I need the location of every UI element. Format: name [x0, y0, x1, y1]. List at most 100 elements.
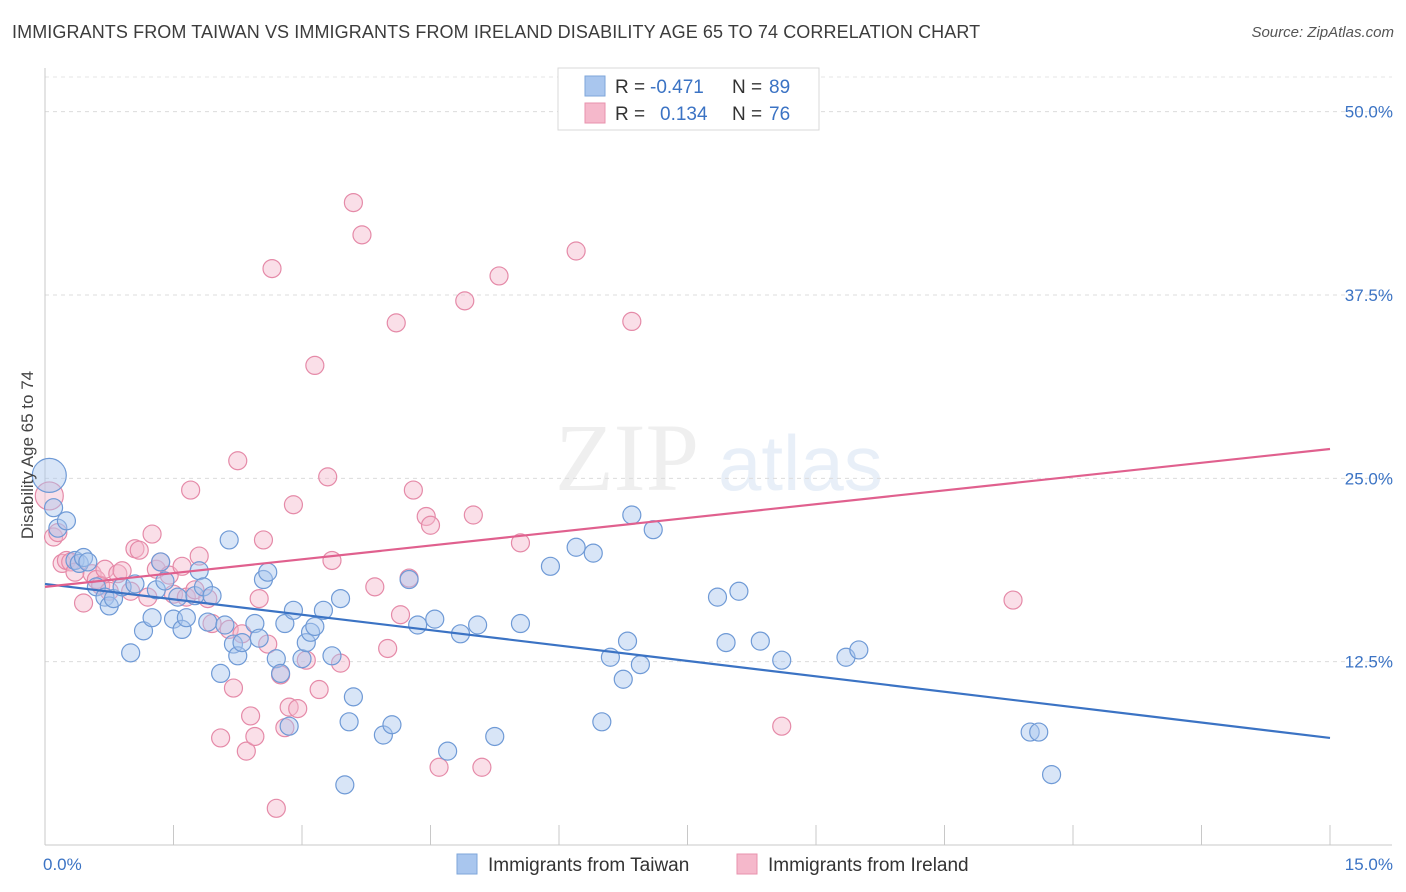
taiwan-point: [78, 552, 98, 572]
taiwan-point: [772, 650, 792, 670]
taiwan-point: [622, 505, 642, 525]
ireland-point: [266, 798, 286, 818]
taiwan-point: [438, 741, 458, 761]
ireland-point: [352, 225, 372, 245]
trend-line-taiwan: [44, 582, 1331, 740]
ireland-point: [129, 540, 149, 560]
taiwan-point: [1029, 722, 1049, 742]
tick-labels: 12.5% 25.0% 37.5% 50.0% 0.0% 15.0%: [43, 103, 1393, 874]
taiwan-point: [266, 649, 286, 669]
trend-line-ireland: [44, 447, 1331, 588]
y-tick-label: 37.5%: [1345, 286, 1393, 305]
ireland-point: [1003, 590, 1023, 610]
taiwan-point: [335, 775, 355, 795]
ireland-point: [309, 679, 329, 700]
ireland-point: [181, 480, 201, 500]
ireland-point: [322, 550, 342, 571]
taiwan-point: [211, 663, 231, 684]
taiwan-point: [198, 612, 218, 632]
ireland-point: [283, 495, 304, 515]
ireland-point: [463, 505, 483, 525]
taiwan-point: [617, 631, 638, 651]
taiwan-point: [168, 587, 188, 607]
taiwan-point: [142, 608, 162, 628]
ireland-point: [622, 311, 642, 331]
ireland-point: [455, 291, 475, 311]
taiwan-point: [56, 511, 77, 531]
ireland-point: [253, 530, 274, 550]
ireland-point: [228, 451, 248, 471]
ireland-point: [390, 605, 411, 625]
legend-swatch-taiwan: [584, 75, 606, 97]
taiwan-point: [468, 615, 488, 635]
ireland-point: [420, 515, 441, 535]
series-ireland-points: [34, 193, 1023, 818]
taiwan-point: [583, 543, 603, 563]
ireland-point: [73, 593, 94, 613]
y-axis-label: Disability Age 65 to 74: [18, 371, 37, 539]
taiwan-point: [43, 498, 64, 518]
taiwan-point: [232, 632, 252, 653]
taiwan-point: [408, 615, 428, 635]
ireland-point: [510, 533, 531, 553]
taiwan-point: [716, 632, 736, 653]
taiwan-point: [245, 613, 265, 634]
taiwan-point: [707, 587, 728, 607]
legend-n-value-taiwan: 89: [769, 77, 790, 98]
axes: [44, 68, 1392, 846]
taiwan-point: [283, 600, 304, 620]
ireland-point: [288, 698, 308, 719]
ireland-point: [403, 480, 423, 500]
taiwan-point: [540, 556, 561, 576]
taiwan-point: [485, 726, 505, 747]
x-tick-label: 15.0%: [1345, 855, 1393, 874]
taiwan-point: [343, 687, 363, 707]
trend-lines: [44, 447, 1331, 740]
taiwan-point: [125, 574, 145, 594]
legend-r-label-taiwan: R =: [615, 77, 645, 98]
ireland-point: [318, 467, 338, 487]
taiwan-point: [849, 640, 869, 660]
taiwan-point: [31, 457, 67, 493]
watermark-zip: ZIP: [555, 404, 699, 511]
ireland-point: [211, 728, 231, 748]
ireland-point: [34, 481, 64, 511]
taiwan-point: [729, 581, 749, 601]
ireland-point: [223, 678, 244, 698]
taiwan-point: [155, 571, 175, 591]
taiwan-point: [399, 569, 419, 590]
taiwan-point: [202, 586, 222, 606]
legend-r-label-ireland: R =: [615, 104, 645, 125]
ireland-point: [489, 266, 509, 286]
ireland-point: [772, 716, 792, 736]
legend: R = -0.471 N = 89 R = 0.134 N = 76: [557, 67, 820, 131]
bottom-legend: Immigrants from Taiwan Immigrants from I…: [456, 853, 969, 876]
ireland-point: [189, 546, 209, 566]
ireland-point: [343, 193, 363, 213]
taiwan-point: [566, 537, 586, 557]
ireland-point: [241, 706, 261, 726]
ireland-point: [245, 726, 265, 747]
taiwan-point: [510, 613, 531, 634]
source-credit: Source: ZipAtlas.com: [1251, 24, 1394, 41]
taiwan-point: [613, 669, 633, 689]
ireland-point: [142, 524, 162, 544]
taiwan-point: [151, 552, 171, 572]
grid-lines: [45, 76, 1392, 663]
taiwan-point: [121, 643, 141, 663]
ireland-point: [112, 561, 132, 581]
bottom-legend-label-taiwan: Immigrants from Taiwan: [488, 855, 689, 876]
legend-n-label-ireland: N =: [732, 104, 762, 125]
taiwan-point: [172, 619, 192, 640]
taiwan-point: [296, 632, 316, 653]
ireland-point: [386, 313, 406, 333]
taiwan-point: [249, 628, 269, 648]
legend-n-value-ireland: 76: [769, 104, 790, 125]
ireland-point: [378, 638, 398, 659]
taiwan-point: [215, 615, 235, 635]
taiwan-point: [258, 562, 278, 582]
ireland-point: [262, 259, 282, 279]
bottom-legend-label-ireland: Immigrants from Ireland: [768, 855, 969, 876]
taiwan-point: [330, 588, 351, 609]
